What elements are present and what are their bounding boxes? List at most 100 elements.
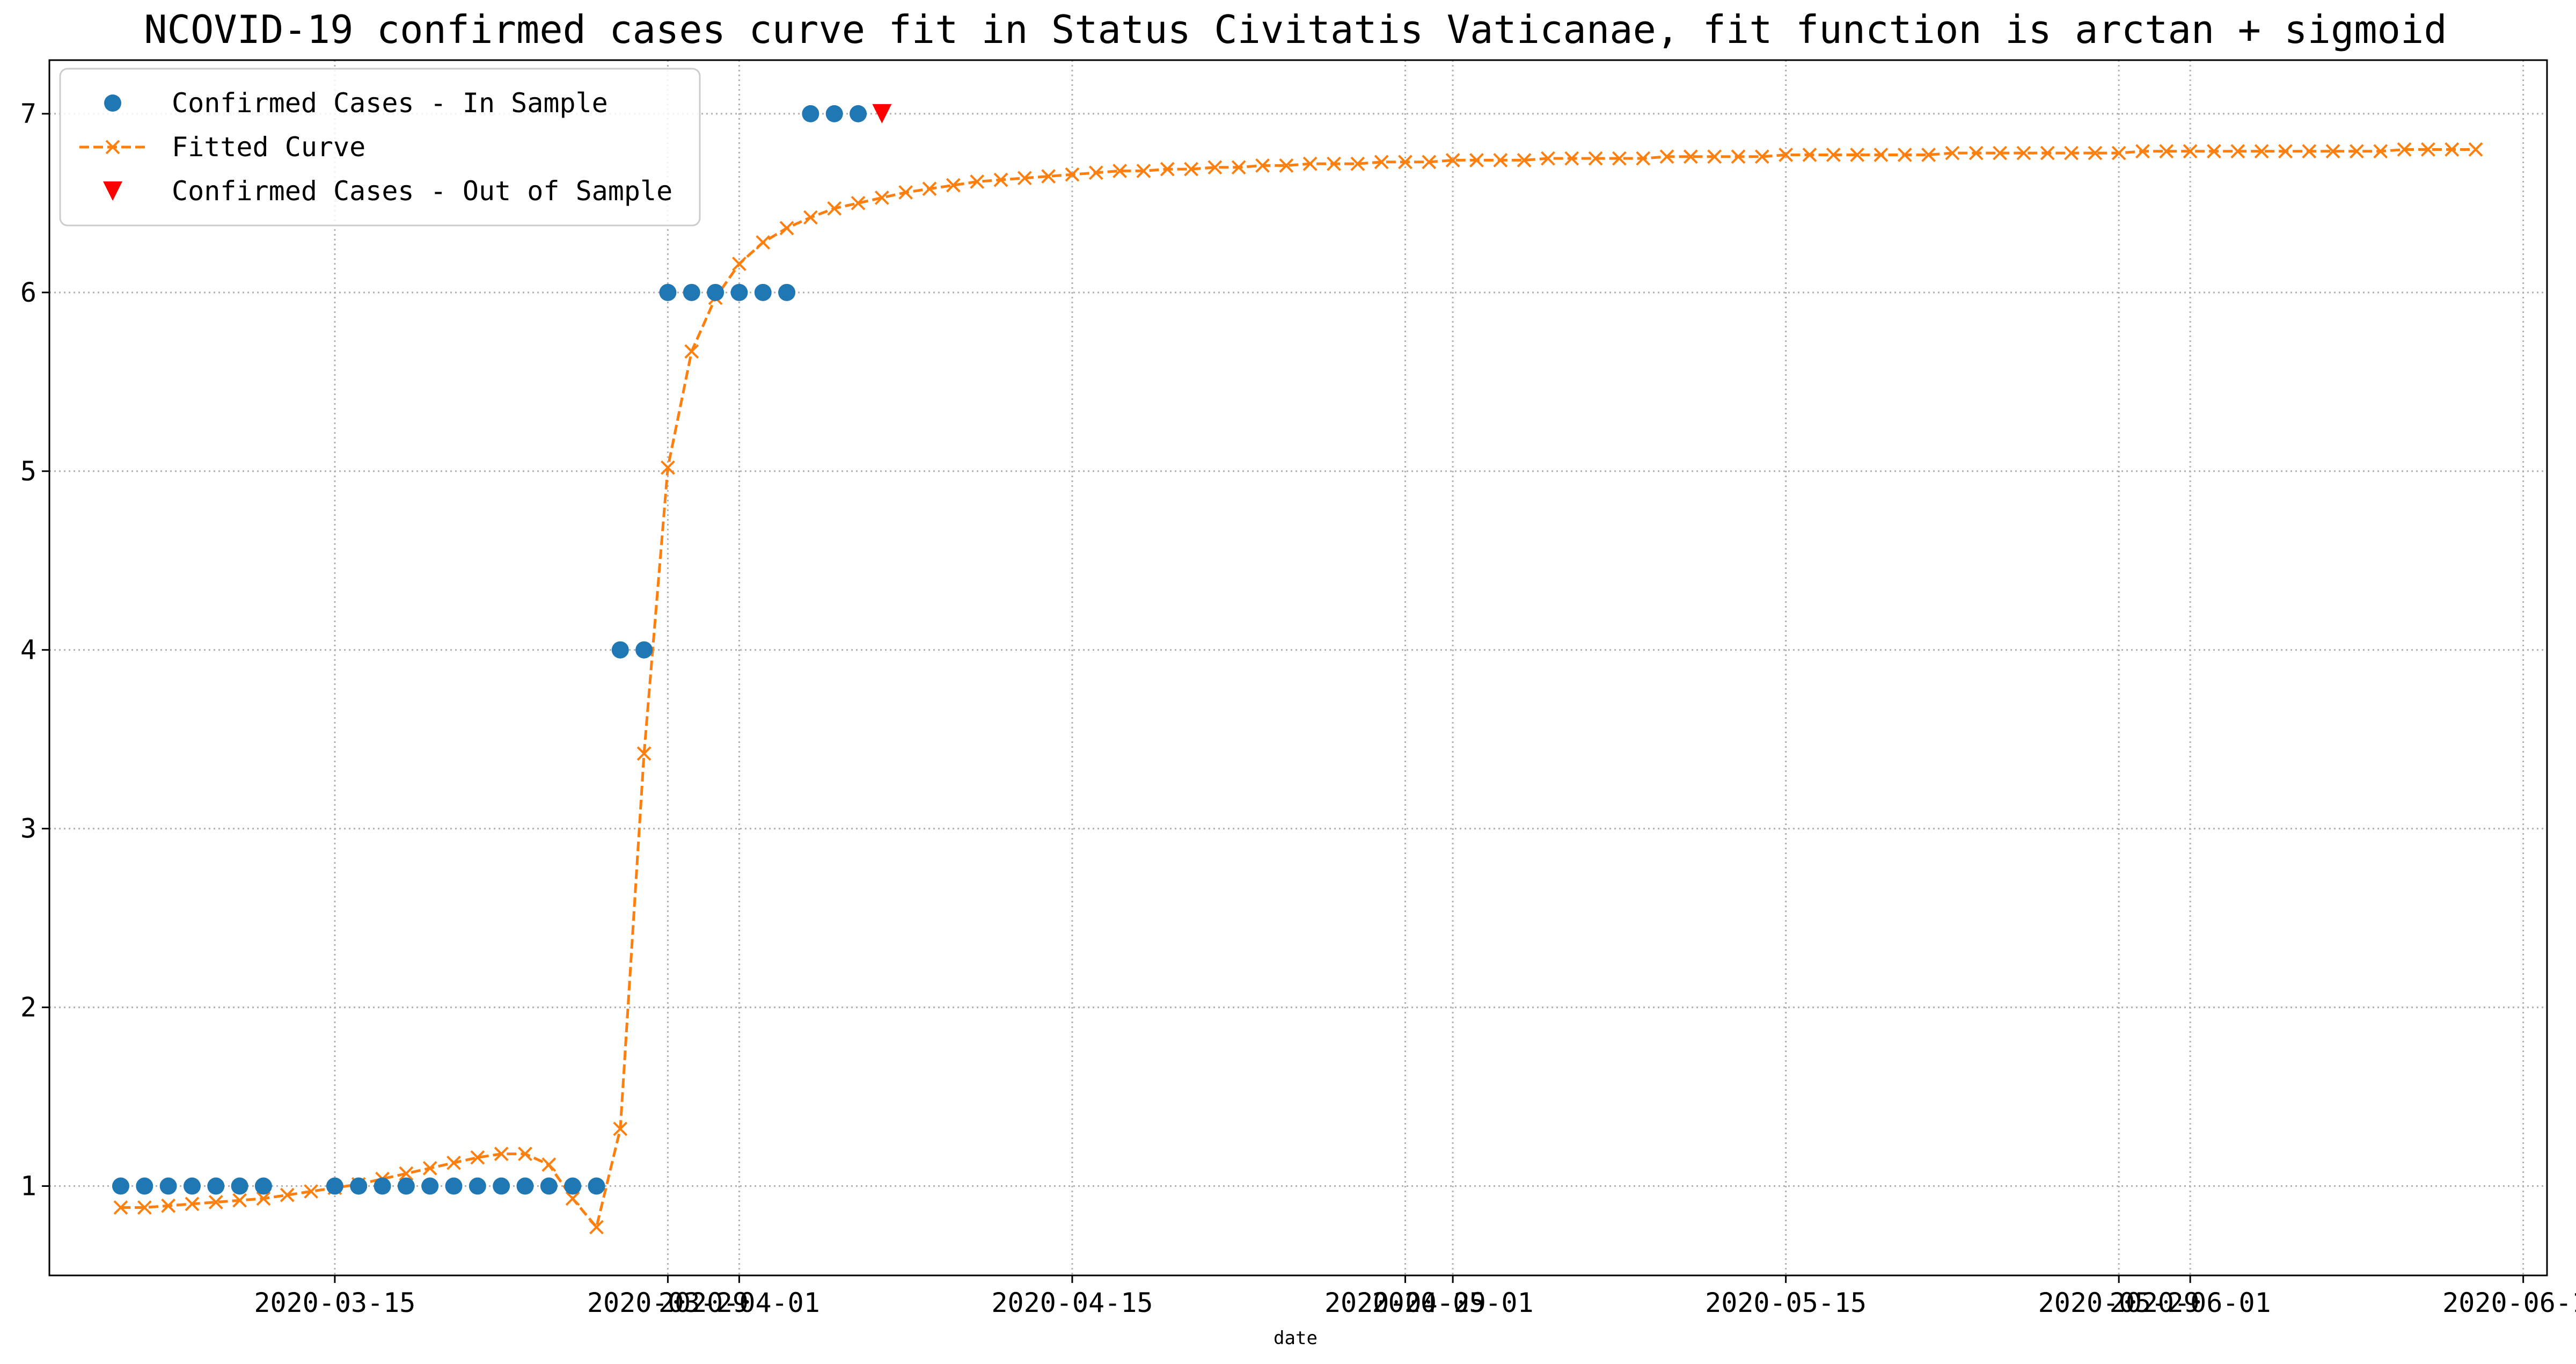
- legend-label: Fitted Curve: [172, 132, 365, 163]
- x-tick-label: 2020-05-01: [1372, 1287, 1534, 1318]
- data-layer: [112, 104, 2483, 1235]
- fitted-curve-point: [1779, 148, 1794, 162]
- in-sample-point: [754, 283, 772, 301]
- fitted-curve-point: [1968, 145, 1984, 161]
- fitted-curve-point: [185, 1197, 200, 1212]
- fitted-curve-point: [851, 195, 866, 210]
- fitted-curve-point: [2207, 144, 2221, 159]
- fitted-curve-point: [1921, 148, 1936, 162]
- fitted-curve-point: [2159, 144, 2174, 159]
- in-sample-point: [326, 1177, 343, 1195]
- fitted-curve-point: [993, 172, 1008, 187]
- in-sample-point: [588, 1177, 605, 1195]
- fitted-curve-point: [565, 1191, 580, 1206]
- fitted-curve-point: [874, 190, 889, 205]
- in-sample-point: [136, 1177, 153, 1195]
- fitted-curve-point: [232, 1193, 247, 1208]
- fitted-curve-point: [636, 746, 652, 761]
- fitted-curve-point: [1113, 164, 1127, 178]
- in-sample-point: [683, 283, 700, 301]
- plot-frame: [48, 59, 2548, 1277]
- legend-box: [59, 68, 701, 227]
- fitted-curve-point: [2278, 144, 2293, 159]
- in-sample-point: [231, 1177, 248, 1195]
- fitted-curve-point: [494, 1147, 509, 1162]
- x-tick-label: 2020-05-15: [1705, 1287, 1867, 1318]
- x-tick-label: 2020-03-15: [254, 1287, 415, 1318]
- fitted-curve-point: [661, 460, 675, 475]
- fitted-curve-line: [121, 148, 2476, 1230]
- fitted-curve-point: [779, 221, 794, 236]
- fitted-curve-point: [1327, 156, 1341, 171]
- fitted-curve-point: [518, 1147, 532, 1162]
- fitted-curve-point: [1374, 155, 1389, 170]
- legend-label: Confirmed Cases - In Sample: [172, 87, 608, 119]
- fitted-curve-point: [1636, 151, 1651, 166]
- in-sample-point: [469, 1177, 486, 1195]
- x-tick-label: 2020-04-15: [991, 1287, 1153, 1318]
- in-sample-point: [611, 641, 629, 659]
- x-tick-label: 2020-05-29: [2038, 1287, 2200, 1318]
- x-tick-label: 2020-06-01: [2110, 1287, 2271, 1318]
- fitted-curve-point: [2420, 142, 2435, 157]
- fitted-curve-point: [1897, 148, 1912, 162]
- fitted-curve-point: [2135, 144, 2150, 159]
- in-sample-point: [850, 105, 867, 122]
- fitted-curve-point: [137, 1200, 152, 1215]
- fitted-curve-point: [1493, 153, 1508, 167]
- legend-label: Confirmed Cases - Out of Sample: [172, 176, 672, 207]
- in-sample-point: [516, 1177, 534, 1195]
- fitted-curve-point: [2373, 144, 2388, 159]
- in-sample-point: [707, 283, 724, 301]
- fitted-curve-point: [1231, 160, 1246, 175]
- x-axis-label: date: [1274, 1327, 1318, 1349]
- y-tick-label: 3: [20, 813, 36, 844]
- in-sample-point: [112, 1177, 129, 1195]
- fitted-curve-point: [898, 185, 913, 200]
- fitted-curve-point: [2183, 144, 2198, 159]
- in-sample-point: [183, 1177, 201, 1195]
- fitted-curve-point: [541, 1157, 557, 1172]
- in-sample-point: [540, 1177, 558, 1195]
- in-sample-point: [778, 283, 796, 301]
- x-tick-label: 2020-04-29: [1324, 1287, 1486, 1318]
- fitted-curve-point: [304, 1184, 318, 1199]
- in-sample-point: [421, 1177, 439, 1195]
- in-sample-point: [564, 1177, 582, 1195]
- fitted-curve-point: [2349, 144, 2364, 159]
- fitted-curve-point: [1540, 151, 1555, 166]
- fitted-curve-point: [1659, 149, 1674, 164]
- fitted-curve-point: [1136, 164, 1151, 178]
- legend-marker-swatch: [105, 140, 120, 155]
- out-of-sample-point: [872, 104, 892, 123]
- fitted-curve-point: [2254, 144, 2269, 159]
- in-sample-point: [397, 1177, 415, 1195]
- fitted-curve-point: [756, 235, 771, 250]
- fitted-curve-point: [1707, 149, 1722, 164]
- fitted-curve-point: [684, 344, 699, 359]
- fitted-curve-point: [1350, 156, 1365, 171]
- fitted-curve-point: [1160, 162, 1175, 177]
- fitted-curve-point: [2445, 142, 2460, 157]
- fitted-curve-point: [2111, 145, 2126, 161]
- fitted-curve-point: [613, 1121, 628, 1136]
- y-tick-label: 7: [20, 98, 36, 129]
- fitted-curve-point: [1279, 158, 1294, 173]
- fitted-curve-point: [2302, 144, 2317, 159]
- chart-title: NCOVID-19 confirmed cases curve fit in S…: [144, 7, 2447, 52]
- fitted-curve-point: [2230, 144, 2245, 159]
- fitted-curve-point: [1802, 148, 1817, 162]
- fitted-curve-point: [2088, 145, 2103, 161]
- legend-marker-swatch: [104, 94, 121, 112]
- fitted-curve-point: [1874, 148, 1889, 162]
- fitted-curve-point: [803, 210, 818, 225]
- y-tick-label: 5: [20, 456, 36, 487]
- y-tick-label: 4: [20, 634, 36, 666]
- legend: Confirmed Cases - In Sample Fitted Curve C…: [59, 68, 701, 227]
- in-sample-point: [825, 105, 843, 122]
- fitted-curve-point: [470, 1150, 485, 1165]
